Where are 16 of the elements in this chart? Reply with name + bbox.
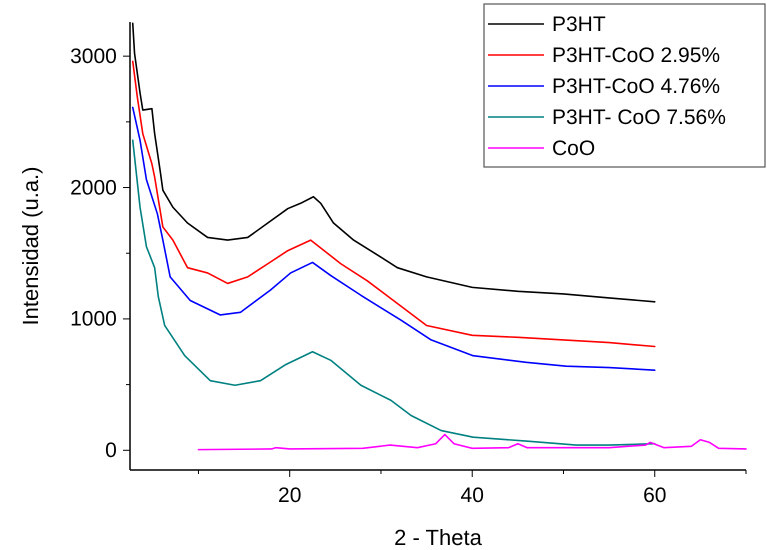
legend-label: P3HT-CoO 2.95%: [552, 44, 720, 67]
line-series: [132, 139, 656, 446]
y-tick-label: 3000: [70, 44, 117, 68]
legend-label: P3HT: [552, 13, 606, 36]
y-axis-title: Intensidad (u.a.): [18, 166, 43, 326]
y-tick-label: 1000: [70, 308, 117, 331]
x-tick-label: 20: [278, 484, 302, 508]
y-tick-label: 0: [105, 439, 117, 462]
legend-label: P3HT- CoO 7.56%: [552, 106, 726, 129]
x-tick-label: 40: [460, 484, 484, 508]
line-series: [198, 434, 747, 450]
legend-label: CoO: [552, 137, 596, 160]
x-tick-label: 60: [643, 484, 666, 508]
x-axis-title: 2 - Theta: [394, 525, 483, 550]
legend-label: P3HT-CoO 4.76%: [552, 75, 720, 98]
y-tick-label: 2000: [70, 176, 117, 200]
